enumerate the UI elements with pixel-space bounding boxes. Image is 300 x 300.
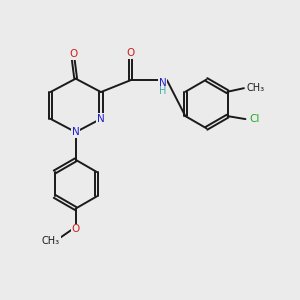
Text: N: N: [159, 78, 167, 88]
Text: O: O: [69, 49, 77, 59]
Text: CH₃: CH₃: [246, 83, 264, 93]
Text: N: N: [97, 114, 105, 124]
Text: CH₃: CH₃: [42, 236, 60, 246]
Text: O: O: [72, 224, 80, 234]
Text: O: O: [127, 48, 135, 58]
Text: H: H: [159, 86, 166, 96]
Text: N: N: [72, 127, 80, 137]
Text: Cl: Cl: [250, 114, 260, 124]
